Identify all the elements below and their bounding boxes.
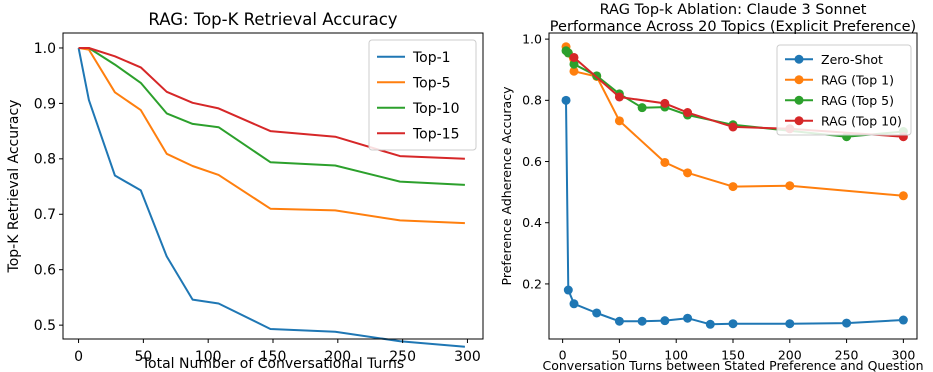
data-point: [898, 191, 908, 201]
legend-label: Top-1: [412, 50, 451, 66]
series-line-top-15: [78, 47, 465, 160]
data-point: [592, 308, 602, 318]
data-point: [660, 98, 670, 108]
data-point: [705, 319, 715, 329]
data-point: [785, 181, 795, 191]
legend: Top-1 Top-5 Top-10 Top-15: [368, 39, 477, 151]
y-tick-label: 1.0: [34, 41, 56, 57]
x-tick-label: 0: [559, 348, 567, 363]
x-tick-label: 50: [134, 349, 152, 365]
legend-label: RAG (Top 5): [821, 93, 894, 108]
data-point: [637, 316, 647, 326]
x-tick-label: 50: [611, 348, 627, 363]
y-tick-label: 0.9: [34, 96, 56, 112]
x-tick-label: 200: [778, 348, 802, 363]
y-tick-label: 0.4: [522, 215, 542, 230]
y-tick-label: 0.7: [34, 207, 56, 223]
x-tick-label: 0: [74, 349, 83, 365]
x-tick-label: 250: [835, 348, 859, 363]
legend-marker: [794, 75, 804, 85]
data-point: [728, 182, 738, 192]
legend-marker: [794, 95, 804, 105]
x-tick-label: 150: [260, 349, 287, 365]
data-point: [728, 122, 738, 132]
series-line-top-1: [77, 47, 465, 348]
data-point: [569, 59, 579, 69]
y-tick-label: 1.0: [522, 31, 542, 46]
legend-label: Zero-Shot: [821, 52, 883, 67]
x-tick-label: 300: [454, 349, 481, 365]
data-point: [569, 299, 579, 309]
data-point: [683, 168, 693, 178]
legend-label: RAG (Top 1): [821, 72, 894, 87]
data-point: [569, 66, 579, 76]
data-point: [728, 319, 738, 329]
data-point: [614, 116, 624, 126]
data-point: [660, 157, 670, 167]
y-tick-label: 0.5: [34, 318, 56, 334]
legend-marker: [794, 116, 804, 126]
data-point: [785, 319, 795, 329]
chart-rag-top-k-ablation: RAG Top-k Ablation: Claude 3 Sonnet Perf…: [499, 2, 924, 372]
legend-frame: [776, 44, 912, 136]
y-axis-label: Preference Adherence Accuracy: [499, 86, 514, 286]
data-point: [683, 108, 693, 118]
legend-marker: [794, 54, 804, 64]
y-axis-label: Top-K Retrieval Accuracy: [6, 100, 22, 274]
legend-label: Top-10: [412, 101, 460, 117]
data-point: [660, 316, 670, 326]
data-point: [614, 92, 624, 102]
data-point: [898, 315, 908, 325]
y-tick-label: 0.6: [34, 263, 56, 279]
data-point: [614, 316, 624, 326]
legend-label: RAG (Top 10): [821, 113, 902, 128]
x-axis-label: Total Number of Conversational Turns: [141, 356, 404, 372]
chart-title-line-2: Performance Across 20 Topics (Explicit P…: [550, 19, 916, 35]
data-point: [569, 52, 579, 62]
chart-title-line-1: RAG Top-k Ablation: Claude 3 Sonnet: [600, 2, 867, 18]
legend-label: Top-5: [412, 75, 451, 91]
legend-frame: [368, 39, 477, 151]
y-tick-label: 0.2: [522, 276, 542, 291]
x-tick-label: 150: [721, 348, 745, 363]
x-tick-label: 300: [891, 348, 915, 363]
data-point: [563, 285, 573, 295]
x-axis-label: Conversation Turns between Stated Prefer…: [543, 358, 924, 372]
data-point: [561, 95, 571, 105]
legend-label: Top-15: [412, 126, 460, 142]
series-line-top-5: [78, 47, 465, 225]
chart-top-k-retrieval-accuracy: RAG: Top-K Retrieval Accuracy 0 50 100 150 2…: [6, 10, 484, 372]
y-tick-label: 0.8: [522, 93, 542, 108]
data-point: [842, 318, 852, 328]
legend: Zero-Shot RAG (Top 1) RAG (Top 5) RAG (Top …: [776, 44, 912, 136]
y-tick-label: 0.6: [522, 154, 542, 169]
x-tick-label: 250: [389, 349, 416, 365]
data-point: [683, 313, 693, 323]
x-tick-label: 100: [195, 349, 222, 365]
data-point: [637, 103, 647, 113]
series-line-top-10: [78, 47, 465, 186]
y-tick-label: 0.8: [34, 152, 56, 168]
x-tick-label: 200: [324, 349, 351, 365]
x-tick-label: 100: [664, 348, 688, 363]
chart-title: RAG: Top-K Retrieval Accuracy: [148, 10, 397, 29]
